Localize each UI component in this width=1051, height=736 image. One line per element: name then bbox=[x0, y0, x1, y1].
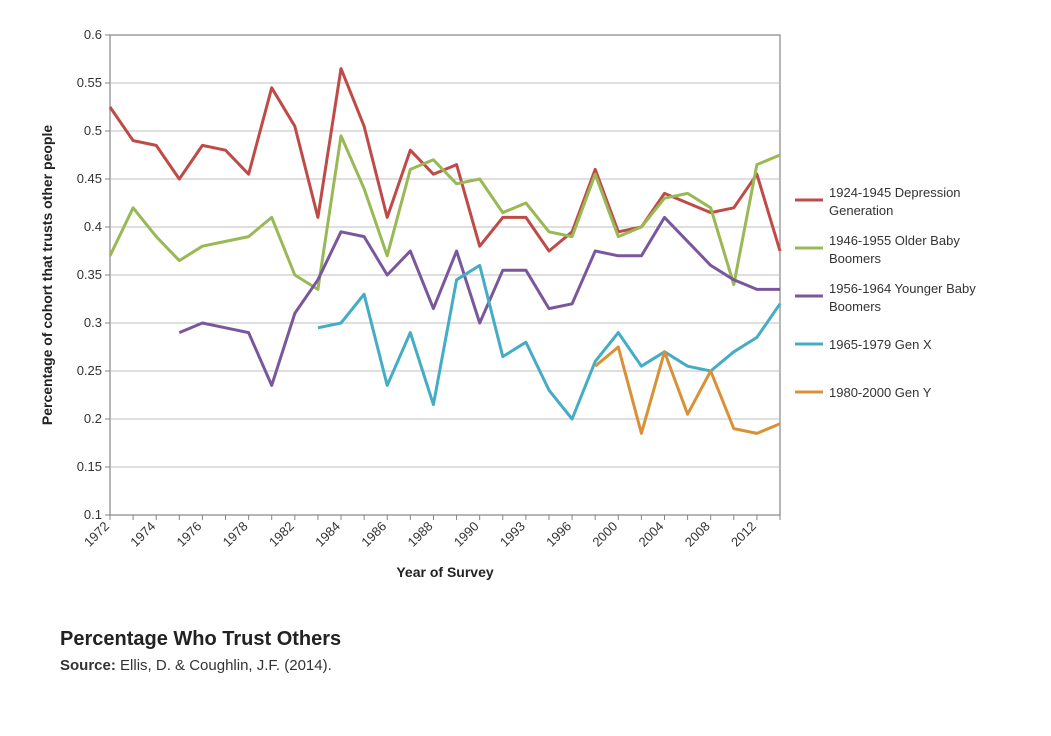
x-tick-label: 2000 bbox=[589, 519, 620, 550]
x-tick-label: 1996 bbox=[543, 519, 574, 550]
y-tick-label: 0.45 bbox=[77, 171, 102, 186]
x-tick-label: 1972 bbox=[81, 519, 112, 550]
y-tick-label: 0.6 bbox=[84, 27, 102, 42]
y-tick-label: 0.2 bbox=[84, 411, 102, 426]
y-tick-label: 0.4 bbox=[84, 219, 102, 234]
x-tick-label: 2012 bbox=[728, 519, 759, 550]
y-tick-label: 0.25 bbox=[77, 363, 102, 378]
legend-label-depression-2: Generation bbox=[829, 203, 893, 218]
trust-line-chart: 0.10.150.20.250.30.350.40.450.50.550.619… bbox=[30, 20, 1020, 620]
chart-caption: Percentage Who Trust Others Source: Elli… bbox=[30, 628, 1021, 674]
y-tick-label: 0.3 bbox=[84, 315, 102, 330]
legend-label-younger-boomers-2: Boomers bbox=[829, 299, 882, 314]
y-tick-label: 0.55 bbox=[77, 75, 102, 90]
caption-title: Percentage Who Trust Others bbox=[60, 628, 1021, 651]
x-tick-label: 1990 bbox=[451, 519, 482, 550]
legend-label-gen-y: 1980-2000 Gen Y bbox=[829, 385, 932, 400]
caption-source-text: Ellis, D. & Coughlin, J.F. (2014). bbox=[120, 657, 332, 674]
x-tick-label: 1978 bbox=[220, 519, 251, 550]
x-tick-label: 1974 bbox=[127, 519, 158, 550]
y-tick-label: 0.5 bbox=[84, 123, 102, 138]
x-tick-label: 1986 bbox=[358, 519, 389, 550]
caption-source: Source: Ellis, D. & Coughlin, J.F. (2014… bbox=[60, 657, 1021, 674]
legend-label-older-boomers: 1946-1955 Older Baby bbox=[829, 233, 960, 248]
y-tick-label: 0.35 bbox=[77, 267, 102, 282]
x-tick-label: 2008 bbox=[682, 519, 713, 550]
x-tick-label: 1976 bbox=[173, 519, 204, 550]
legend-label-gen-x: 1965-1979 Gen X bbox=[829, 337, 932, 352]
x-axis-label: Year of Survey bbox=[396, 564, 493, 580]
legend-label-depression: 1924-1945 Depression bbox=[829, 185, 961, 200]
x-tick-label: 2004 bbox=[636, 519, 667, 550]
x-tick-label: 1982 bbox=[266, 519, 297, 550]
x-tick-label: 1988 bbox=[405, 519, 436, 550]
y-tick-label: 0.15 bbox=[77, 459, 102, 474]
y-axis-label: Percentage of cohort that trusts other p… bbox=[39, 125, 55, 425]
legend-label-younger-boomers: 1956-1964 Younger Baby bbox=[829, 281, 976, 296]
legend-label-older-boomers-2: Boomers bbox=[829, 251, 882, 266]
x-tick-label: 1993 bbox=[497, 519, 528, 550]
x-tick-label: 1984 bbox=[312, 519, 343, 550]
caption-source-label: Source: bbox=[60, 657, 116, 674]
